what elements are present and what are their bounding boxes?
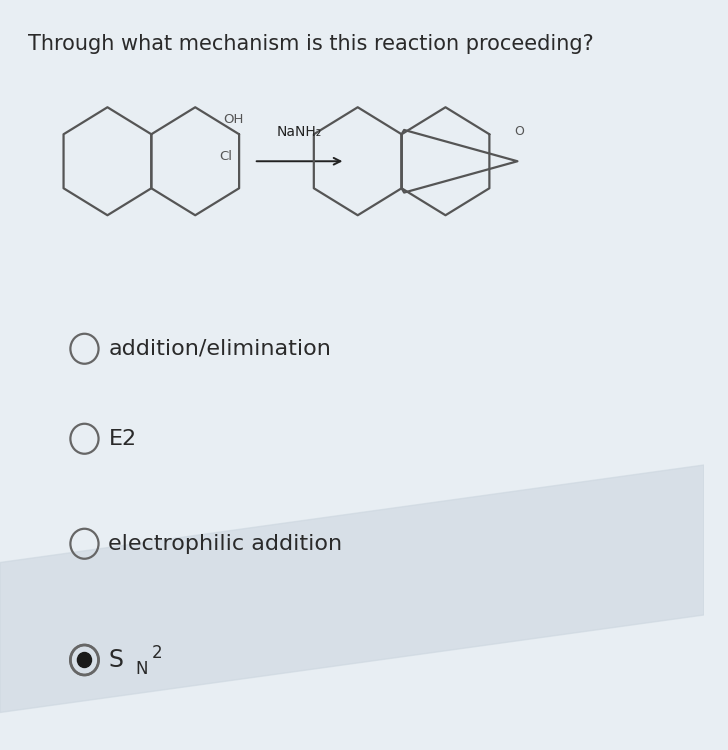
Text: electrophilic addition: electrophilic addition: [108, 534, 342, 554]
Text: N: N: [135, 660, 148, 678]
Text: O: O: [514, 125, 523, 138]
Text: Through what mechanism is this reaction proceeding?: Through what mechanism is this reaction …: [28, 34, 594, 54]
Text: E2: E2: [108, 429, 137, 448]
Text: 2: 2: [152, 644, 162, 662]
Text: OH: OH: [223, 112, 243, 125]
Circle shape: [77, 652, 92, 668]
Text: S: S: [108, 648, 124, 672]
Polygon shape: [0, 465, 704, 712]
Text: NaNH₂: NaNH₂: [277, 124, 323, 139]
Text: addition/elimination: addition/elimination: [108, 339, 331, 358]
Text: Cl: Cl: [220, 150, 232, 164]
